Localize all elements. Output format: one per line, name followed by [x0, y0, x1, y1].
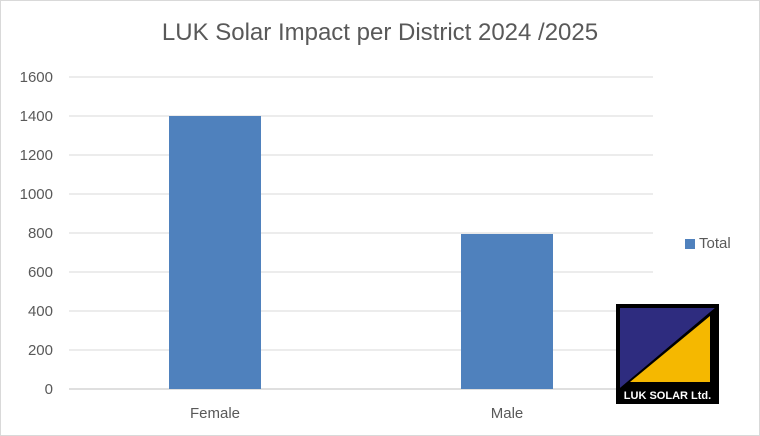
- y-tick-label: 0: [45, 381, 53, 398]
- bar-female: [169, 116, 261, 389]
- legend-label-total: Total: [699, 235, 731, 252]
- x-tick-label-female: Female: [190, 405, 240, 422]
- y-tick-label: 400: [28, 303, 53, 320]
- y-axis-ticks: 0 200 400 600 800 1000 1200 1400 1600: [20, 69, 53, 398]
- y-tick-label: 600: [28, 264, 53, 281]
- y-tick-label: 200: [28, 342, 53, 359]
- y-tick-label: 1000: [20, 186, 53, 203]
- x-tick-label-male: Male: [491, 405, 524, 422]
- gridlines: [69, 76, 653, 390]
- y-tick-label: 1200: [20, 147, 53, 164]
- y-tick-label: 1600: [20, 69, 53, 86]
- legend: Total: [685, 235, 731, 252]
- chart-title: LUK Solar Impact per District 2024 /2025: [161, 19, 599, 46]
- luk-solar-logo: LUK SOLAR Ltd.: [616, 304, 719, 404]
- y-tick-label: 1400: [20, 108, 53, 125]
- bars: [169, 116, 553, 389]
- svg-text:LUK SOLAR Ltd.: LUK SOLAR Ltd.: [624, 390, 711, 402]
- bar-male: [461, 233, 553, 389]
- x-axis-labels: Female Male: [190, 405, 523, 422]
- legend-swatch-total: [685, 238, 695, 249]
- y-tick-label: 800: [28, 225, 53, 242]
